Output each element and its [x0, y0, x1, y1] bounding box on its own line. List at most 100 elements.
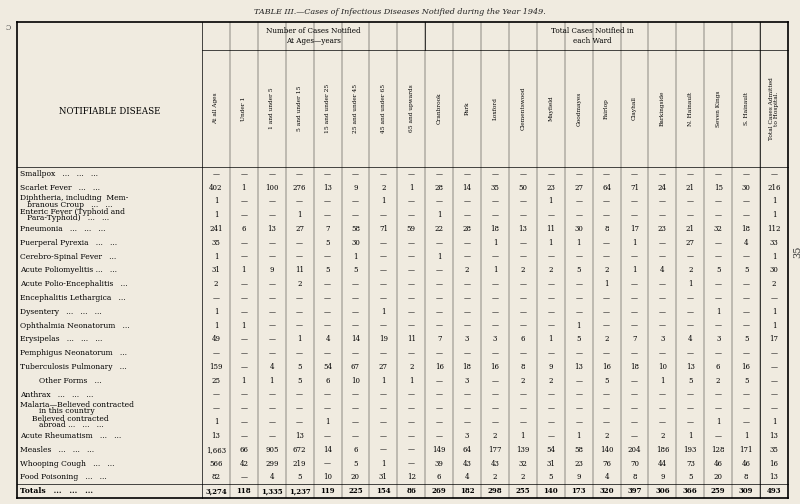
- Text: —: —: [631, 418, 638, 426]
- Text: 33: 33: [770, 239, 778, 247]
- Text: —: —: [603, 198, 610, 206]
- Text: —: —: [687, 391, 694, 399]
- Text: —: —: [575, 377, 582, 385]
- Text: At all Ages: At all Ages: [214, 93, 218, 124]
- Text: 493: 493: [766, 487, 782, 495]
- Text: 16: 16: [490, 363, 499, 371]
- Text: 1: 1: [772, 211, 776, 219]
- Text: —: —: [575, 280, 582, 288]
- Text: 4: 4: [270, 363, 274, 371]
- Text: Totals   ...   ...   ...: Totals ... ... ...: [20, 487, 93, 495]
- Text: 2: 2: [660, 432, 665, 440]
- Text: —: —: [213, 404, 219, 412]
- Text: 3: 3: [660, 335, 665, 343]
- Text: 23: 23: [546, 183, 555, 192]
- Text: 46: 46: [742, 460, 750, 468]
- Text: 219: 219: [293, 460, 306, 468]
- Text: —: —: [408, 253, 414, 261]
- Text: —: —: [463, 198, 470, 206]
- Text: —: —: [491, 170, 498, 178]
- Text: —: —: [742, 294, 750, 302]
- Text: —: —: [463, 391, 470, 399]
- Text: 225: 225: [348, 487, 362, 495]
- Text: —: —: [575, 170, 582, 178]
- Text: 21: 21: [686, 183, 695, 192]
- Text: 1: 1: [381, 308, 386, 316]
- Text: Ɔ: Ɔ: [6, 24, 10, 32]
- Text: —: —: [603, 418, 610, 426]
- Text: Cranbrook: Cranbrook: [437, 93, 442, 124]
- Text: Total Cases Notified in
each Ward: Total Cases Notified in each Ward: [551, 27, 634, 45]
- Text: —: —: [408, 267, 414, 275]
- Text: 54: 54: [546, 446, 555, 454]
- Text: —: —: [575, 418, 582, 426]
- Text: 118: 118: [237, 487, 251, 495]
- Text: 2: 2: [688, 267, 693, 275]
- Text: —: —: [213, 294, 219, 302]
- Text: 5: 5: [744, 377, 748, 385]
- Text: —: —: [491, 404, 498, 412]
- Text: Malaria—Believed contracted: Malaria—Believed contracted: [20, 401, 134, 409]
- Text: —: —: [659, 198, 666, 206]
- Text: —: —: [631, 280, 638, 288]
- Text: —: —: [519, 170, 526, 178]
- Text: 27: 27: [574, 183, 583, 192]
- Text: —: —: [603, 294, 610, 302]
- Text: 182: 182: [460, 487, 474, 495]
- Text: —: —: [380, 253, 387, 261]
- Text: —: —: [324, 404, 331, 412]
- Text: —: —: [380, 170, 387, 178]
- Text: Tuberculosis Pulmonary   ...: Tuberculosis Pulmonary ...: [20, 363, 126, 371]
- Text: —: —: [268, 404, 275, 412]
- Text: —: —: [519, 253, 526, 261]
- Text: —: —: [631, 377, 638, 385]
- Text: 2: 2: [604, 335, 609, 343]
- Text: —: —: [631, 404, 638, 412]
- Text: —: —: [714, 211, 722, 219]
- Text: Goodmayes: Goodmayes: [576, 91, 582, 125]
- Text: 6: 6: [716, 363, 721, 371]
- Text: 259: 259: [711, 487, 726, 495]
- Text: 28: 28: [462, 225, 471, 233]
- Text: 1: 1: [214, 198, 218, 206]
- Text: —: —: [324, 460, 331, 468]
- Text: 13: 13: [770, 473, 778, 481]
- Text: 1: 1: [409, 183, 414, 192]
- Text: —: —: [463, 253, 470, 261]
- Text: 44: 44: [658, 460, 667, 468]
- Text: 7: 7: [326, 225, 330, 233]
- Text: Enteric Fever (Typhoid and: Enteric Fever (Typhoid and: [20, 208, 125, 216]
- Text: —: —: [603, 253, 610, 261]
- Text: 159: 159: [210, 363, 222, 371]
- Text: 5: 5: [354, 267, 358, 275]
- Text: —: —: [603, 170, 610, 178]
- Text: 1: 1: [437, 211, 442, 219]
- Text: —: —: [770, 404, 778, 412]
- Text: —: —: [547, 308, 554, 316]
- Text: —: —: [659, 322, 666, 330]
- Text: —: —: [240, 170, 247, 178]
- Text: 154: 154: [376, 487, 390, 495]
- Text: —: —: [687, 322, 694, 330]
- Text: 1 and under 5: 1 and under 5: [270, 88, 274, 130]
- Text: 65 and upwards: 65 and upwards: [409, 85, 414, 133]
- Text: —: —: [603, 349, 610, 357]
- Text: —: —: [687, 170, 694, 178]
- Text: 20: 20: [351, 473, 360, 481]
- Text: 30: 30: [742, 183, 750, 192]
- Text: 1: 1: [549, 239, 553, 247]
- Text: —: —: [436, 267, 442, 275]
- Text: 25: 25: [211, 377, 221, 385]
- Text: 30: 30: [770, 267, 778, 275]
- Text: 15: 15: [714, 183, 722, 192]
- Text: —: —: [575, 294, 582, 302]
- Text: 5: 5: [354, 460, 358, 468]
- Text: 2: 2: [465, 267, 470, 275]
- Text: 1: 1: [577, 432, 581, 440]
- Text: 35: 35: [490, 183, 499, 192]
- Text: —: —: [380, 294, 387, 302]
- Text: NOTIFIABLE DISEASE: NOTIFIABLE DISEASE: [59, 107, 160, 116]
- Text: 43: 43: [462, 460, 471, 468]
- Text: 2: 2: [604, 267, 609, 275]
- Text: —: —: [408, 418, 414, 426]
